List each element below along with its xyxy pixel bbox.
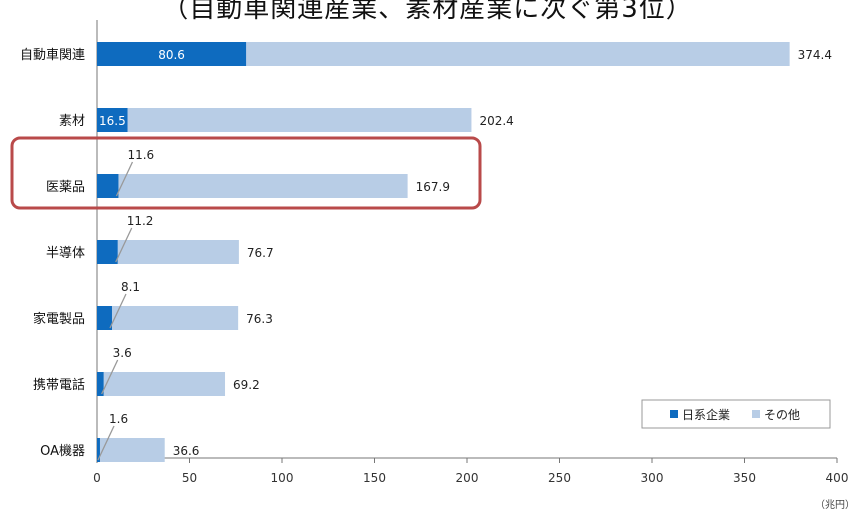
total-value-label: 374.4 xyxy=(798,48,832,62)
x-tick-label: 100 xyxy=(271,471,294,485)
bar-other-3 xyxy=(117,240,239,264)
total-value-label: 76.7 xyxy=(247,246,274,260)
bar-other-5 xyxy=(103,372,226,396)
category-label: OA機器 xyxy=(40,444,85,459)
leader-line xyxy=(115,227,133,263)
x-tick-label: 200 xyxy=(456,471,479,485)
total-value-label: 202.4 xyxy=(479,114,513,128)
category-label: 素材 xyxy=(59,114,85,129)
category-label: 医薬品 xyxy=(46,180,85,195)
bar-japanese-5 xyxy=(97,372,104,396)
leader-line xyxy=(115,161,134,197)
legend-label-japanese: 日系企業 xyxy=(682,407,730,422)
bar-other-4 xyxy=(111,306,239,330)
x-tick-label: 400 xyxy=(826,471,849,485)
japanese-value-label: 3.6 xyxy=(113,346,132,360)
bar-other-1 xyxy=(127,108,472,132)
x-tick-label: 250 xyxy=(548,471,571,485)
bar-japanese-1 xyxy=(97,108,128,132)
legend-label-other: その他 xyxy=(764,408,800,422)
leader-line xyxy=(97,425,115,461)
category-label: 携帯電話 xyxy=(33,377,85,393)
x-tick-label: 150 xyxy=(363,471,386,485)
leader-line xyxy=(101,359,119,395)
bar-japanese-2 xyxy=(97,174,119,198)
japanese-value-label: 16.5 xyxy=(99,114,126,128)
japanese-value-label: 1.6 xyxy=(109,412,128,426)
legend-swatch-japanese xyxy=(670,410,678,418)
legend-swatch-other xyxy=(752,410,760,418)
total-value-label: 167.9 xyxy=(416,180,450,194)
leader-line xyxy=(109,293,127,329)
bar-other-2 xyxy=(118,174,408,198)
bar-japanese-3 xyxy=(97,240,118,264)
x-axis-unit: （兆円） xyxy=(815,499,855,511)
bar-other-0 xyxy=(246,42,790,66)
bar-japanese-6 xyxy=(97,438,100,462)
japanese-value-label: 11.6 xyxy=(127,148,154,162)
bar-other-6 xyxy=(99,438,165,462)
total-value-label: 36.6 xyxy=(173,444,200,458)
x-tick-label: 300 xyxy=(641,471,664,485)
japanese-value-label: 80.6 xyxy=(158,48,185,62)
chart-title: （自動車関連産業、素材産業に次ぐ第3位） xyxy=(162,0,693,24)
japanese-value-label: 11.2 xyxy=(127,214,154,228)
category-label: 半導体 xyxy=(46,246,85,261)
category-label: 自動車関連 xyxy=(20,48,85,63)
x-tick-label: 0 xyxy=(93,471,101,485)
category-label: 家電製品 xyxy=(33,311,85,327)
x-tick-label: 50 xyxy=(182,471,197,485)
bar-japanese-0 xyxy=(97,42,247,66)
bar-japanese-4 xyxy=(97,306,112,330)
japanese-value-label: 8.1 xyxy=(121,280,140,294)
highlight-box xyxy=(10,136,482,210)
total-value-label: 76.3 xyxy=(246,312,273,326)
x-tick-label: 350 xyxy=(733,471,756,485)
total-value-label: 69.2 xyxy=(233,378,260,392)
